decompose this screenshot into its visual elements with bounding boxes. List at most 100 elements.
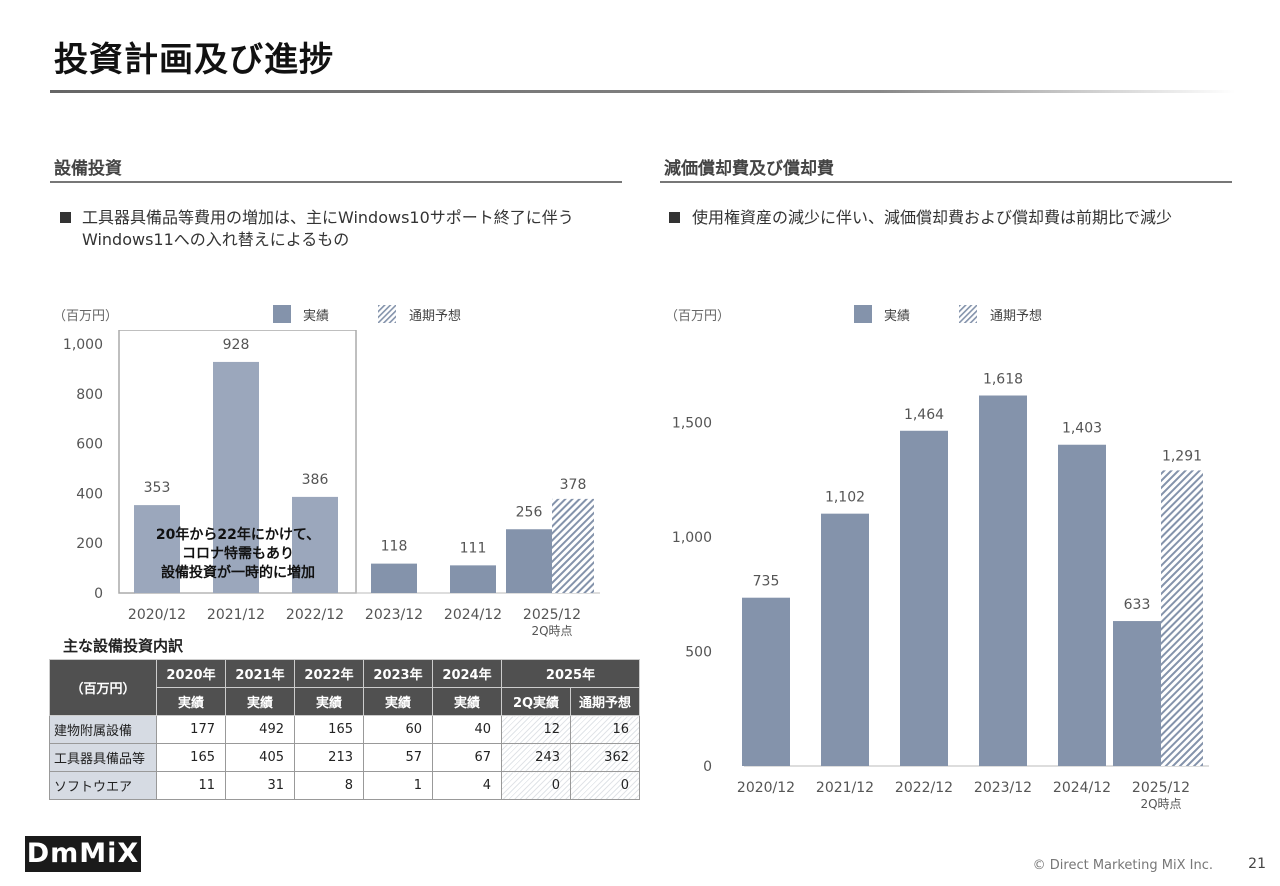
annotation-text: 設備投資が一時的に増加 bbox=[161, 564, 315, 581]
table-cell: 31 bbox=[225, 771, 295, 800]
capex-bullet-line1: 工具器具備品等費用の増加は、主にWindows10サポート終了に伴う bbox=[82, 208, 574, 227]
table-subheader: 実績 bbox=[432, 687, 502, 716]
y-tick-label: 800 bbox=[76, 387, 103, 403]
table-year-header: 2020年 bbox=[156, 659, 226, 688]
legend-forecast-swatch bbox=[378, 305, 396, 323]
x-tick-label: 2025/12 bbox=[523, 607, 581, 623]
x-tick-label: 2024/12 bbox=[444, 607, 502, 623]
table-cell: 0 bbox=[570, 771, 640, 800]
bar bbox=[450, 565, 496, 593]
bar bbox=[900, 430, 948, 766]
x-tick-sublabel: 2Q時点 bbox=[1140, 797, 1181, 811]
x-tick-label: 2021/12 bbox=[207, 607, 265, 623]
table-cell: 165 bbox=[156, 743, 226, 772]
table-cell: 213 bbox=[294, 743, 364, 772]
table-cell: 4 bbox=[432, 771, 502, 800]
footer-copyright: © Direct Marketing MiX Inc. bbox=[1032, 858, 1213, 873]
y-tick-label: 1,000 bbox=[672, 530, 712, 546]
table-subheader: 実績 bbox=[363, 687, 433, 716]
table-row: 建物附属設備 177 492 165 60 40 12 16 bbox=[49, 715, 640, 744]
forecast-bar bbox=[1161, 470, 1203, 766]
legend-actual-label: 実績 bbox=[303, 309, 330, 324]
table-row: ソフトウエア 11 31 8 1 4 0 0 bbox=[49, 771, 640, 800]
capex-unit-label: （百万円） bbox=[53, 309, 119, 324]
legend-actual-label: 実績 bbox=[884, 309, 911, 324]
forecast-value-label: 1,291 bbox=[1162, 448, 1202, 464]
bar bbox=[821, 513, 869, 766]
legend-actual-swatch bbox=[273, 305, 291, 323]
bar-value-label: 353 bbox=[144, 480, 171, 496]
bar-value-label: 386 bbox=[302, 472, 329, 488]
table-cell: 1 bbox=[363, 771, 433, 800]
table-cell: 492 bbox=[225, 715, 295, 744]
page-title: 投資計画及び進捗 bbox=[54, 40, 334, 80]
capex-bar-chart: 0 200 400 600 800 1,000 353 2020/12 928 2021/12 38… bbox=[63, 330, 600, 638]
legend-forecast-label: 通期予想 bbox=[990, 309, 1043, 324]
title-divider bbox=[50, 90, 1235, 93]
y-tick-label: 500 bbox=[685, 645, 712, 661]
bar-value-label: 256 bbox=[516, 504, 543, 520]
x-tick-label: 2023/12 bbox=[365, 607, 423, 623]
table-cell: 0 bbox=[501, 771, 571, 800]
table-cell: 16 bbox=[570, 715, 640, 744]
bar bbox=[506, 529, 552, 593]
table-year-header: 2024年 bbox=[432, 659, 502, 688]
x-tick-label: 2022/12 bbox=[286, 607, 344, 623]
bar bbox=[292, 496, 338, 593]
table-row: 工具器具備品等 165 405 213 57 67 243 362 bbox=[49, 743, 640, 772]
bar-value-label: 111 bbox=[460, 540, 487, 556]
forecast-value-label: 378 bbox=[560, 477, 587, 493]
x-tick-label: 2022/12 bbox=[895, 780, 953, 796]
bar bbox=[979, 395, 1027, 766]
x-tick-label: 2024/12 bbox=[1053, 780, 1111, 796]
table-year-header: 2023年 bbox=[363, 659, 433, 688]
y-tick-label: 1,500 bbox=[672, 416, 712, 432]
table-cell: 243 bbox=[501, 743, 571, 772]
depreciation-bar-chart: 0 500 1,000 1,500 735 2020/12 1,102 2021/12 1,46… bbox=[672, 372, 1209, 811]
x-tick-label: 2025/12 bbox=[1132, 780, 1190, 796]
capex-section-divider bbox=[50, 181, 622, 183]
table-corner-header: （百万円） bbox=[49, 659, 157, 716]
bar bbox=[1113, 621, 1161, 766]
table-subheader: 2Q実績 bbox=[501, 687, 571, 716]
bar bbox=[213, 361, 259, 593]
bar-value-label: 928 bbox=[223, 337, 250, 353]
table-cell: 12 bbox=[501, 715, 571, 744]
x-tick-label: 2023/12 bbox=[974, 780, 1032, 796]
table-year-header: 2022年 bbox=[294, 659, 364, 688]
page-number: 21 bbox=[1248, 856, 1266, 872]
bar-value-label: 118 bbox=[381, 539, 408, 555]
y-tick-label: 0 bbox=[703, 759, 712, 775]
bar bbox=[371, 563, 417, 593]
y-tick-label: 600 bbox=[76, 437, 103, 453]
table-subheader: 実績 bbox=[294, 687, 364, 716]
table-cell: 405 bbox=[225, 743, 295, 772]
x-tick-label: 2020/12 bbox=[128, 607, 186, 623]
table-subheader: 実績 bbox=[156, 687, 226, 716]
bar-value-label: 633 bbox=[1124, 597, 1151, 613]
legend-actual-swatch bbox=[854, 305, 872, 323]
table-cell: 11 bbox=[156, 771, 226, 800]
y-tick-label: 200 bbox=[76, 536, 103, 552]
table-cell: 177 bbox=[156, 715, 226, 744]
legend-forecast-label: 通期予想 bbox=[409, 309, 462, 324]
bar bbox=[1058, 444, 1106, 766]
company-logo: DmMiX bbox=[25, 836, 141, 872]
table-row-label: 建物附属設備 bbox=[49, 715, 157, 744]
bar bbox=[134, 505, 180, 593]
table-cell: 8 bbox=[294, 771, 364, 800]
x-tick-sublabel: 2Q時点 bbox=[531, 624, 572, 638]
bar-value-label: 1,403 bbox=[1062, 421, 1102, 437]
x-tick-label: 2021/12 bbox=[816, 780, 874, 796]
table-year-header: 2025年 bbox=[501, 659, 640, 688]
depreciation-section-divider bbox=[660, 181, 1232, 183]
capex-table-title: 主な設備投資内訳 bbox=[63, 637, 184, 655]
depreciation-bullet-line1: 使用権資産の減少に伴い、減価償却費および償却費は前期比で減少 bbox=[692, 208, 1173, 227]
y-tick-label: 1,000 bbox=[63, 337, 103, 353]
table-cell: 60 bbox=[363, 715, 433, 744]
y-tick-label: 400 bbox=[76, 486, 103, 502]
depreciation-section-title: 減価償却費及び償却費 bbox=[664, 159, 834, 179]
table-subheader: 通期予想 bbox=[570, 687, 640, 716]
table-cell: 362 bbox=[570, 743, 640, 772]
table-cell: 57 bbox=[363, 743, 433, 772]
